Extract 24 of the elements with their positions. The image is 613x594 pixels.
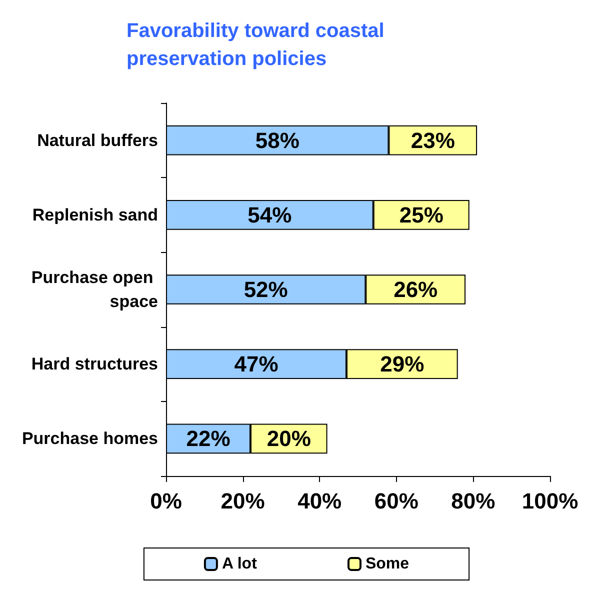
y-tick-label: Replenish sand [32,205,158,224]
y-tick-label: Hard structures [31,354,158,374]
y-tick-label: Purchase open space [31,268,158,311]
x-tick-label: 80% [451,488,496,514]
legend-label: Some [365,556,410,572]
data-label: 26% [394,277,438,302]
y-tick-label: Natural buffers [37,130,158,150]
data-label: 23% [410,128,455,153]
data-label: 52% [244,277,288,302]
data-label: 54% [248,202,292,228]
data-label: 29% [380,352,424,377]
x-tick-label: 60% [374,488,418,514]
y-tick-label: Purchase homes [22,429,158,448]
legend-label: A lot [222,556,258,572]
data-label: 58% [255,128,300,153]
x-tick-label: 0% [150,488,182,514]
data-label: 25% [399,202,444,228]
data-label: 22% [186,426,230,452]
x-tick-label: 100% [522,488,578,514]
data-label: 20% [266,426,311,452]
data-label: 47% [234,352,278,377]
x-tick-label: 40% [298,488,342,514]
chart-title: Favorability toward coastal preservation policies [126,20,390,70]
x-tick-label: 20% [220,488,265,514]
